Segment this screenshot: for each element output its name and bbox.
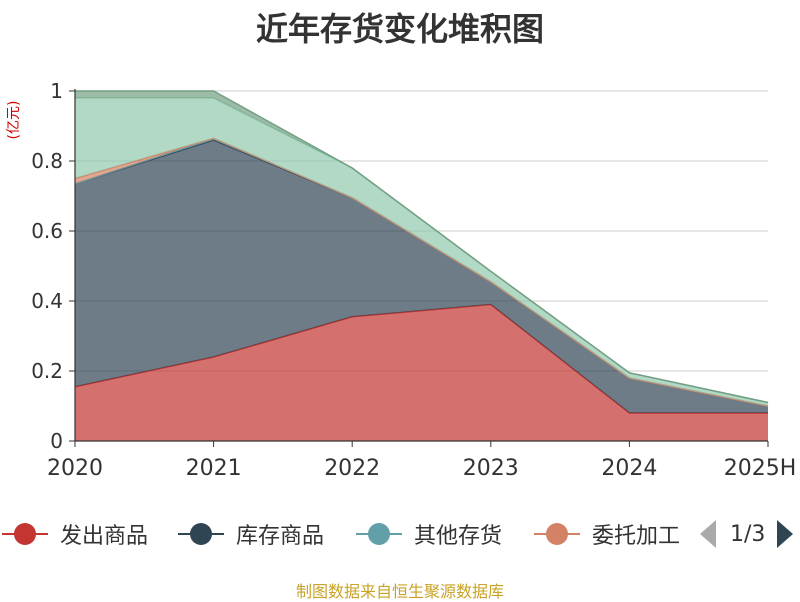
legend-swatch-icon (2, 522, 48, 546)
x-tick-label: 2023 (463, 456, 519, 481)
y-tick-label: 0.4 (31, 289, 63, 313)
legend-label: 发出商品 (60, 524, 149, 549)
y-tick-label: 0.8 (31, 149, 63, 173)
legend-label: 委托加工 (592, 524, 681, 549)
area-series-4 (75, 98, 768, 406)
y-tick-label: 0.2 (31, 359, 63, 383)
area-series (74, 90, 769, 441)
y-tick-label: 0.6 (31, 219, 63, 243)
legend-label: 库存商品 (236, 524, 325, 549)
x-tick-label: 2020 (47, 456, 103, 481)
legend-next-arrow-icon[interactable] (777, 520, 794, 548)
legend-prev-arrow-icon[interactable] (700, 520, 716, 548)
area-series-0 (75, 304, 768, 441)
y-tick-label: 0 (50, 429, 63, 453)
area-line-5 (75, 90, 769, 404)
legend-label: 其他存货 (414, 524, 503, 549)
x-tick-label: 2025H (724, 456, 797, 481)
source-note: 制图数据来自恒生聚源数据库 (295, 582, 504, 601)
legend-item[interactable]: 发出商品 (2, 516, 148, 552)
legend-item[interactable]: 其他存货 (356, 516, 502, 552)
x-tick-label: 2022 (324, 456, 380, 481)
y-tick-label: 1 (50, 79, 63, 103)
legend-item[interactable]: 库存商品 (178, 516, 324, 552)
legend-swatch-icon (178, 522, 224, 546)
legend-swatch-icon (356, 522, 402, 546)
legend-item[interactable]: 委托加工 (534, 516, 680, 552)
x-tick-label: 2024 (601, 456, 657, 481)
axes: 0 0.2 0.4 0.6 0.8 1 2020 2021 2022 2023 2024 2025H (… (6, 79, 796, 481)
y-axis-unit-label: (亿元) (6, 101, 22, 140)
chart-title: 近年存货变化堆积图 (255, 10, 544, 48)
x-tick-label: 2021 (186, 456, 242, 481)
legend-swatch-icon (534, 522, 580, 546)
legend-pager: 1/3 (700, 516, 794, 552)
legend: 发出商品 库存商品 其他存货 委托加工 1/3 (0, 516, 800, 552)
legend-page-indicator: 1/3 (730, 521, 766, 547)
area-series-1 (75, 140, 768, 413)
